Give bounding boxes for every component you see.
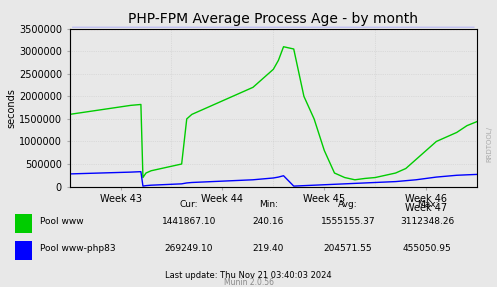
Text: Min:: Min:	[259, 200, 278, 209]
Text: RRDTOOL/: RRDTOOL/	[486, 125, 492, 162]
Text: Cur:: Cur:	[179, 200, 198, 209]
Text: Max:: Max:	[416, 200, 438, 209]
Text: 204571.55: 204571.55	[324, 244, 372, 253]
Text: Avg:: Avg:	[338, 200, 358, 209]
Text: Pool www: Pool www	[40, 217, 83, 226]
Text: Week 47: Week 47	[405, 203, 447, 213]
Bar	[15, 214, 32, 233]
Title: PHP-FPM Average Process Age - by month: PHP-FPM Average Process Age - by month	[128, 12, 418, 26]
Text: Last update: Thu Nov 21 03:40:03 2024: Last update: Thu Nov 21 03:40:03 2024	[165, 271, 332, 280]
Text: 240.16: 240.16	[252, 217, 284, 226]
Text: Munin 2.0.56: Munin 2.0.56	[224, 278, 273, 287]
Text: 3112348.26: 3112348.26	[400, 217, 455, 226]
Text: 455050.95: 455050.95	[403, 244, 452, 253]
Text: Pool www-php83: Pool www-php83	[40, 244, 115, 253]
Text: 219.40: 219.40	[252, 244, 284, 253]
Text: 1555155.37: 1555155.37	[321, 217, 375, 226]
Bar	[15, 241, 32, 259]
Y-axis label: seconds: seconds	[6, 88, 16, 127]
Text: 269249.10: 269249.10	[165, 244, 213, 253]
Text: 1441867.10: 1441867.10	[162, 217, 216, 226]
